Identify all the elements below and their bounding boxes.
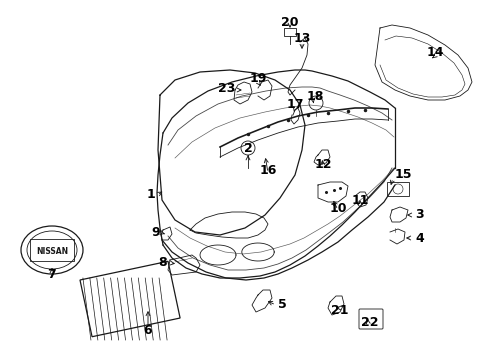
Text: 22: 22: [361, 315, 378, 328]
Text: 2: 2: [243, 141, 252, 154]
Text: 17: 17: [285, 99, 303, 112]
Text: 14: 14: [426, 45, 443, 58]
Text: 10: 10: [328, 202, 346, 215]
Text: NISSAN: NISSAN: [36, 248, 68, 256]
Text: 4: 4: [414, 231, 423, 244]
Text: 16: 16: [259, 163, 276, 176]
Text: 1: 1: [146, 189, 155, 202]
Bar: [386, 182, 408, 196]
Text: 7: 7: [47, 269, 56, 282]
Text: 18: 18: [305, 90, 323, 104]
Circle shape: [241, 141, 254, 155]
Bar: [30, 239, 74, 261]
Text: 23: 23: [217, 81, 235, 94]
Text: 21: 21: [330, 303, 348, 316]
Bar: [80, 261, 180, 337]
Text: 9: 9: [151, 226, 160, 239]
Text: 19: 19: [249, 72, 266, 85]
Text: 3: 3: [414, 208, 423, 221]
Ellipse shape: [21, 226, 83, 274]
Text: 5: 5: [278, 298, 286, 311]
FancyBboxPatch shape: [358, 309, 382, 329]
Circle shape: [308, 96, 323, 110]
Ellipse shape: [27, 231, 77, 269]
Text: 20: 20: [281, 15, 298, 28]
Text: 6: 6: [143, 324, 152, 337]
Bar: [284, 28, 295, 36]
Text: 8: 8: [158, 256, 167, 270]
Text: 15: 15: [394, 168, 412, 181]
Text: 13: 13: [293, 31, 310, 45]
Text: 11: 11: [350, 194, 368, 207]
Text: 12: 12: [314, 158, 331, 171]
